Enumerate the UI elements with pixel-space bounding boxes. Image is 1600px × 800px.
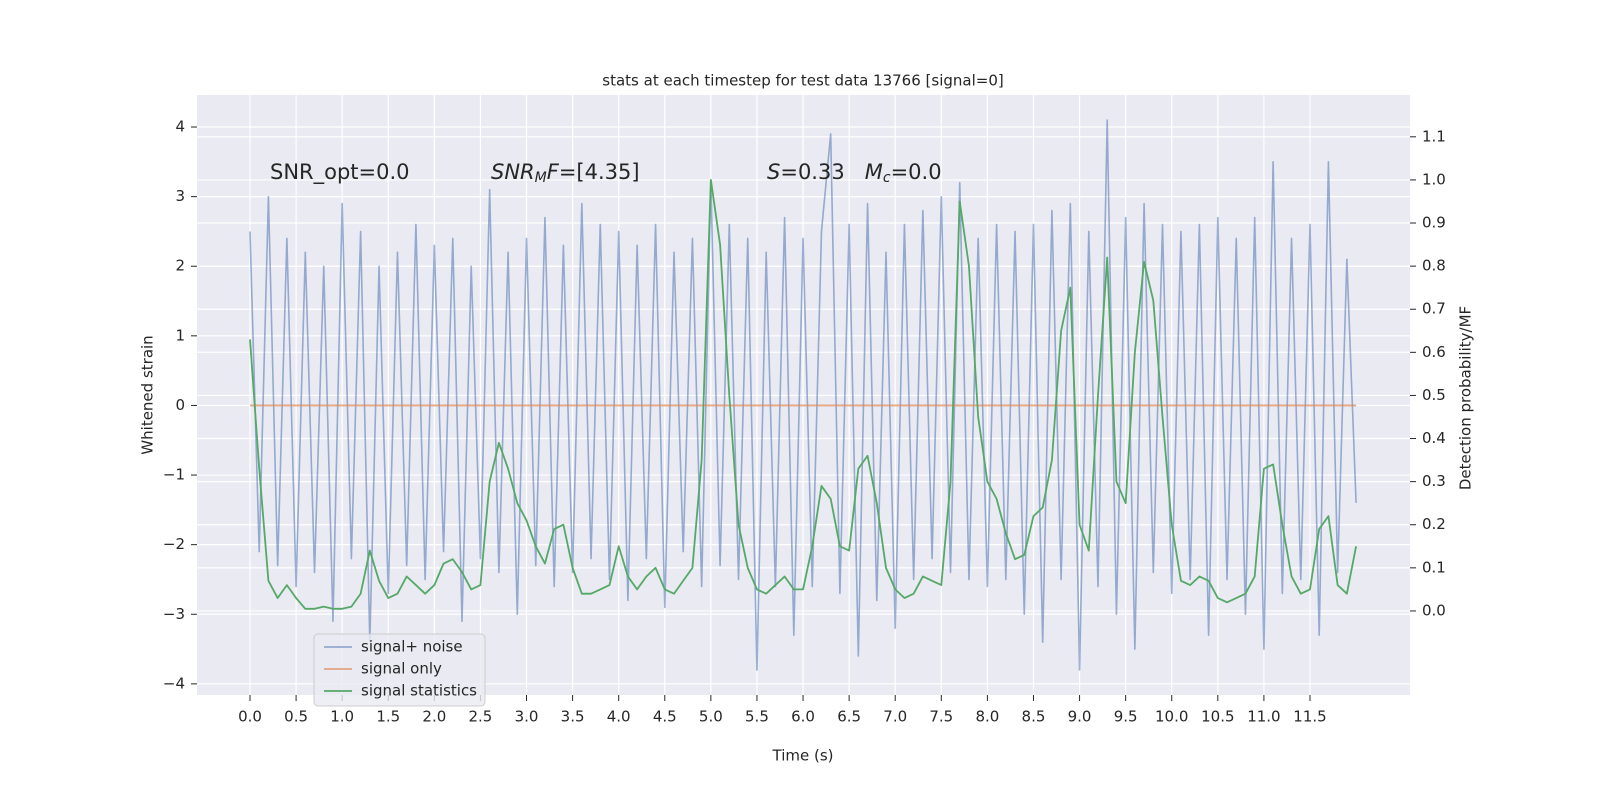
x-tick-label: 5.0 [699, 708, 723, 726]
y-tick-label: 0 [175, 396, 185, 414]
y2-axis-label: Detection probability/MF [1457, 306, 1475, 490]
y-tick-label: 3 [175, 187, 185, 205]
chart-title: stats at each timestep for test data 137… [602, 72, 1003, 90]
x-tick-label: 1.5 [376, 708, 400, 726]
annotation-part: c [883, 170, 891, 186]
y-tick-label: −4 [163, 674, 185, 692]
y2-tick-label: 0.3 [1422, 472, 1446, 490]
annotation-part: =0.33 [780, 160, 864, 184]
x-tick-label: 3.0 [515, 708, 539, 726]
annotation-part: F [547, 160, 560, 184]
y-tick-label: 4 [175, 118, 185, 136]
y-tick-label: −3 [163, 605, 185, 623]
annotation-part: M [535, 170, 547, 186]
x-tick-label: 1.0 [330, 708, 354, 726]
annotation-part: M [865, 160, 883, 184]
x-tick-label: 8.5 [1022, 708, 1046, 726]
x-tick-label: 11.0 [1247, 708, 1280, 726]
y2-tick-label: 0.5 [1422, 386, 1446, 404]
x-tick-label: 7.0 [883, 708, 907, 726]
x-tick-label: 10.0 [1155, 708, 1188, 726]
y2-tick-label: 0.2 [1422, 515, 1446, 533]
y-tick-label: 2 [175, 257, 185, 275]
series-line [249, 119, 1357, 671]
x-tick-label: 6.5 [837, 708, 861, 726]
annotation: S=0.33 Mc=0.0 [767, 160, 942, 186]
x-tick-label: 7.5 [929, 708, 953, 726]
y2-tick-label: 0.9 [1422, 214, 1446, 232]
x-tick-label: 10.5 [1201, 708, 1234, 726]
x-tick-label: 0.5 [284, 708, 308, 726]
y2-tick-label: 0.4 [1422, 429, 1446, 447]
x-tick-label: 9.5 [1114, 708, 1138, 726]
x-tick-label: 9.0 [1068, 708, 1092, 726]
x-tick-label: 6.0 [791, 708, 815, 726]
x-tick-label: 11.5 [1293, 708, 1326, 726]
y2-tick-label: 0.8 [1422, 257, 1446, 275]
annotation-part: =0.0 [891, 160, 942, 184]
x-tick-label: 4.0 [607, 708, 631, 726]
x-tick-label: 8.0 [975, 708, 999, 726]
series-line [249, 179, 1357, 610]
legend-label: signal statistics [361, 682, 477, 700]
annotation-part: SNR [491, 160, 535, 184]
x-tick-label: 5.5 [745, 708, 769, 726]
annotation-part: SNR_opt=0.0 [270, 160, 410, 185]
y2-tick-label: 1.0 [1422, 170, 1446, 188]
legend-label: signal+ noise [361, 638, 463, 656]
y-tick-label: −1 [163, 466, 185, 484]
annotation: SNRMF=[4.35] [491, 160, 640, 186]
x-tick-label: 2.0 [422, 708, 446, 726]
x-tick-label: 0.0 [238, 708, 262, 726]
y2-tick-label: 1.1 [1422, 127, 1446, 145]
x-tick-label: 3.5 [561, 708, 585, 726]
annotation-part: S [767, 160, 780, 184]
x-tick-label: 2.5 [469, 708, 493, 726]
y-tick-label: −2 [163, 535, 185, 553]
y-tick-label: 1 [175, 326, 185, 344]
y-axis-label: Whitened strain [139, 335, 157, 454]
y2-tick-label: 0.7 [1422, 300, 1446, 318]
annotation-part: =[4.35] [559, 160, 640, 184]
annotation: SNR_opt=0.0 [270, 160, 410, 185]
legend: signal+ noise signal only signal statistic… [313, 633, 486, 707]
x-axis-label: Time (s) [772, 747, 834, 765]
legend-label: signal only [361, 660, 442, 678]
legend-box [313, 633, 486, 707]
y2-tick-label: 0.1 [1422, 558, 1446, 576]
x-tick-label: 4.5 [653, 708, 677, 726]
y2-tick-label: 0.0 [1422, 601, 1446, 619]
y2-tick-label: 0.6 [1422, 343, 1446, 361]
